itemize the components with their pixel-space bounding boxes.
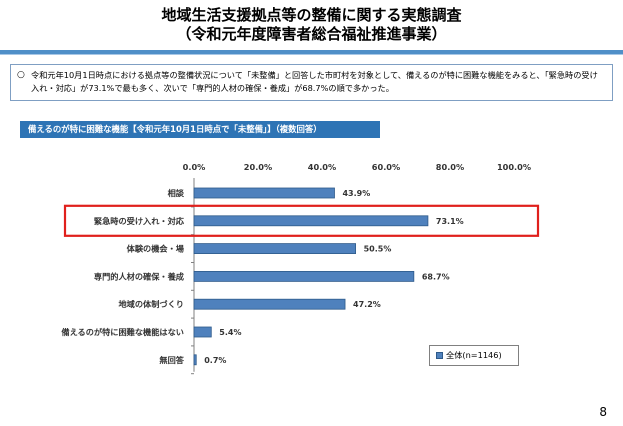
legend-swatch <box>436 352 443 359</box>
category-label: 備えるのが特に困難な機能はない <box>61 327 184 337</box>
legend-label: 全体(n=1146) <box>446 350 502 360</box>
x-tick-label: 80.0% <box>436 162 464 172</box>
data-label: 50.5% <box>364 245 392 254</box>
summary-bullet: ○ <box>17 70 25 80</box>
category-label: 専門的人材の確保・養成 <box>94 271 185 281</box>
chart-title: 備えるのが特に困難な機能【令和元年10月1日時点で「未整備」】（複数回答） <box>20 121 380 138</box>
bar <box>193 187 335 199</box>
category-label: 相談 <box>168 188 185 198</box>
x-tick-label: 40.0% <box>308 162 336 172</box>
x-tick-label: 100.0% <box>497 162 531 172</box>
bar <box>193 215 429 227</box>
category-label: 地域の体制づくり <box>118 299 184 309</box>
bar <box>193 326 212 338</box>
summary-box: ○ 令和元年10月1日時点における拠点等の整備状況について「未整備」と回答した市… <box>10 64 613 101</box>
header-divider <box>0 50 623 54</box>
chart-legend: 全体(n=1146) <box>429 345 519 366</box>
data-label: 73.1% <box>436 217 464 226</box>
page-title: 地域生活支援拠点等の整備に関する実態調査 <box>161 6 462 24</box>
bar <box>193 298 346 310</box>
header-divider-thin <box>0 54 623 55</box>
page-subtitle: （令和元年度障害者総合福祉推進事業） <box>176 25 447 43</box>
x-tick-label: 20.0% <box>244 162 272 172</box>
bar <box>193 270 415 282</box>
category-label: 緊急時の受け入れ・対応 <box>94 216 185 226</box>
data-label: 68.7% <box>422 272 450 281</box>
x-tick-label: 0.0% <box>183 162 206 172</box>
page-number: 8 <box>599 405 607 419</box>
x-tick-label: 60.0% <box>372 162 400 172</box>
data-label: 5.4% <box>219 328 241 337</box>
bar <box>193 354 197 366</box>
data-label: 0.7% <box>204 356 226 365</box>
data-label: 47.2% <box>353 300 381 309</box>
highlight-box <box>63 204 540 237</box>
bar <box>193 243 357 255</box>
data-label: 43.9% <box>342 189 370 198</box>
category-label: 無回答 <box>159 355 184 365</box>
category-label: 体験の機会・場 <box>127 244 185 254</box>
summary-text: 令和元年10月1日時点における拠点等の整備状況について「未整備」と回答した市町村… <box>31 70 598 93</box>
